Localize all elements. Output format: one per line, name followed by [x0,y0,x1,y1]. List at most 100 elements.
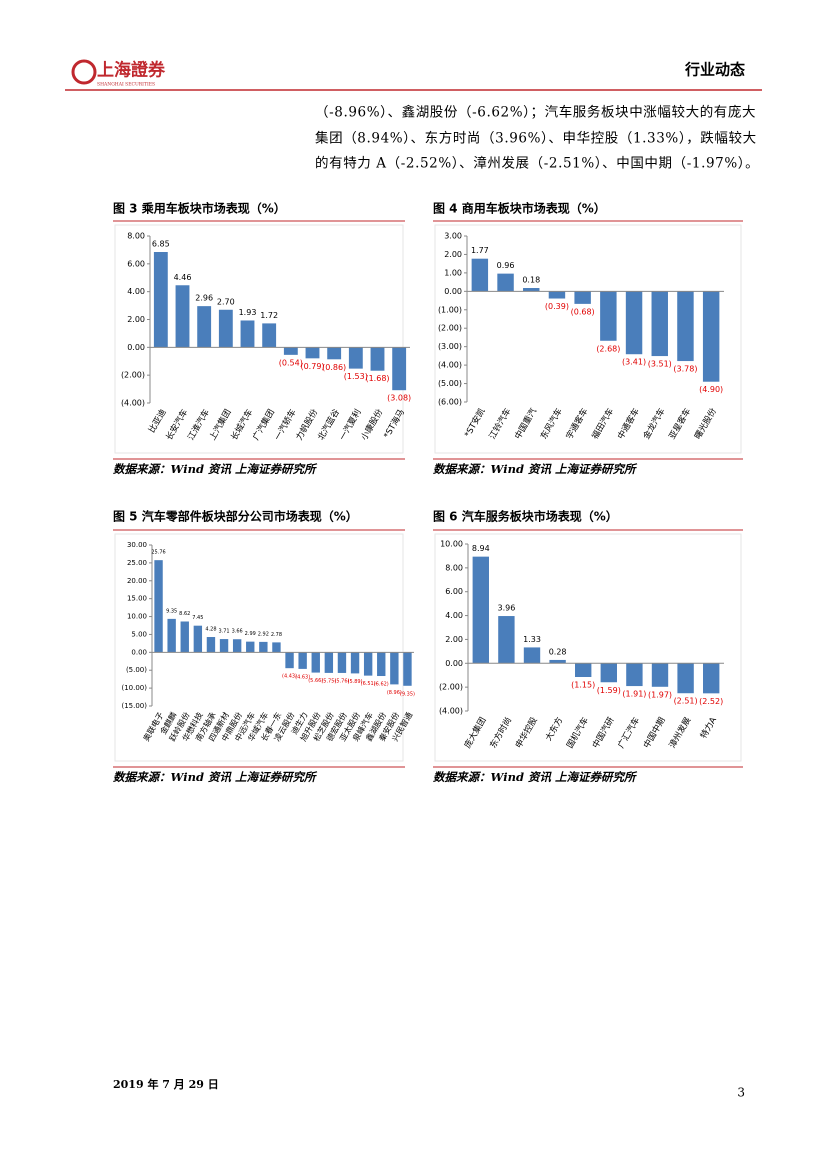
value-label: (2.68) [596,344,620,353]
y-tick-label: (3.00) [438,342,462,351]
y-tick-label: 0.00 [444,287,462,296]
y-tick-label: 8.00 [127,232,145,241]
value-label: (4.63) [295,674,310,680]
y-tick-label: 4.00 [445,611,463,620]
bar [197,306,212,348]
value-label: (0.39) [545,302,569,311]
figure-title: 图 3 乘用车板块市场表现（%） [113,201,286,216]
bar [153,252,168,348]
bar [180,621,189,653]
bar [283,347,298,355]
value-label: (8.96) [387,690,402,696]
y-tick-label: (5.00) [126,666,147,674]
x-tick-label: 中国中期 [641,715,668,750]
x-tick-label: 小康股份 [359,407,386,442]
value-label: (2.51) [674,697,698,706]
value-label: 25.76 [151,550,165,556]
value-label: (4.90) [699,385,723,394]
bar [600,663,617,683]
y-tick-label: (5.00) [438,379,462,388]
bar [311,652,320,673]
x-tick-label: 金龙汽车 [641,406,668,441]
y-tick-label: (2.00) [438,324,462,333]
y-tick-label: 6.00 [127,259,145,268]
bar [600,291,617,341]
bar [651,291,668,357]
value-label: 0.18 [522,276,540,285]
value-label: 1.77 [471,246,489,255]
value-label: 9.35 [166,608,177,614]
chart-frame [114,224,404,454]
bar [240,320,255,348]
bar [702,291,720,382]
bar [377,652,386,677]
x-tick-label: 亚星客车 [667,406,694,441]
value-label: (6.62) [374,682,389,688]
x-tick-label: 国机汽车 [564,715,591,750]
value-label: 2.92 [258,631,269,637]
value-label: (3.51) [648,360,672,369]
bar [232,639,242,653]
value-label: 1.33 [523,635,541,644]
bar [324,652,334,673]
figure-source: 数据来源：Wind 资讯 上海证券研究所 [433,770,638,784]
bar [285,652,294,669]
x-tick-label: 广汇汽车 [616,715,643,750]
y-tick-label: 8.00 [445,563,463,572]
bar [259,641,268,653]
bar [193,625,203,653]
value-label: 3.71 [218,629,229,635]
bar [348,347,363,369]
value-label: 8.62 [179,611,190,617]
bar [575,663,592,678]
bar [219,639,229,653]
y-tick-label: 2.00 [445,635,463,644]
value-label: (1.91) [622,690,646,699]
value-label: 2.96 [195,294,213,303]
value-label: 4.46 [174,273,192,282]
bar [677,291,694,362]
y-tick-label: 4.00 [127,287,145,296]
bar [472,556,489,664]
value-label: (9.35) [400,691,415,697]
y-tick-label: 0.00 [127,343,145,352]
x-tick-label: 福田汽车 [590,406,617,441]
y-tick-label: (4.00) [439,707,463,716]
value-label: (1.68) [365,374,389,383]
y-tick-label: (15.00) [121,702,147,710]
bar [363,652,373,676]
bar [549,659,566,664]
bar [262,323,277,348]
y-tick-label: 30.00 [127,541,147,549]
y-tick-label: 6.00 [445,587,463,596]
value-label: 0.96 [497,261,515,270]
y-tick-label: 20.00 [127,577,147,585]
bar [272,642,281,653]
figure-source: 数据来源：Wind 资讯 上海证券研究所 [113,770,318,784]
y-tick-label: (6.00) [438,398,462,407]
x-tick-label: 东方时尚 [488,715,515,750]
bar [403,652,412,686]
value-label: (0.68) [571,307,595,316]
value-label: (0.54) [279,358,303,367]
value-label: 2.78 [271,632,282,638]
paragraph-line: 的有特力 A（-2.52%）、漳州发展（-2.51%）、中国中期（-1.97%）… [315,155,759,172]
y-tick-label: (4.00) [438,361,462,370]
chart-frame [114,533,404,762]
y-tick-label: (4.00) [121,399,145,408]
y-tick-label: (10.00) [121,684,147,692]
value-label: 6.85 [152,240,170,249]
y-tick-label: 5.00 [131,630,147,638]
value-label: 8.94 [472,544,490,553]
figure-title: 图 6 汽车服务板块市场表现（%） [433,509,618,524]
value-label: 1.72 [260,311,278,320]
bar [574,291,591,304]
value-label: 3.96 [497,604,515,613]
paragraph-line: 集团（8.94%）、东方时尚（3.96%）、申华控股（1.33%），跌幅较大 [315,131,757,147]
bar [497,273,514,292]
x-tick-label: *ST安凯 [462,406,488,440]
logo: 上海證券 SHANGHAI SECURITIES [71,59,166,88]
bar [206,637,216,653]
y-tick-label: 1.00 [444,268,462,277]
y-tick-label: 15.00 [127,595,147,603]
